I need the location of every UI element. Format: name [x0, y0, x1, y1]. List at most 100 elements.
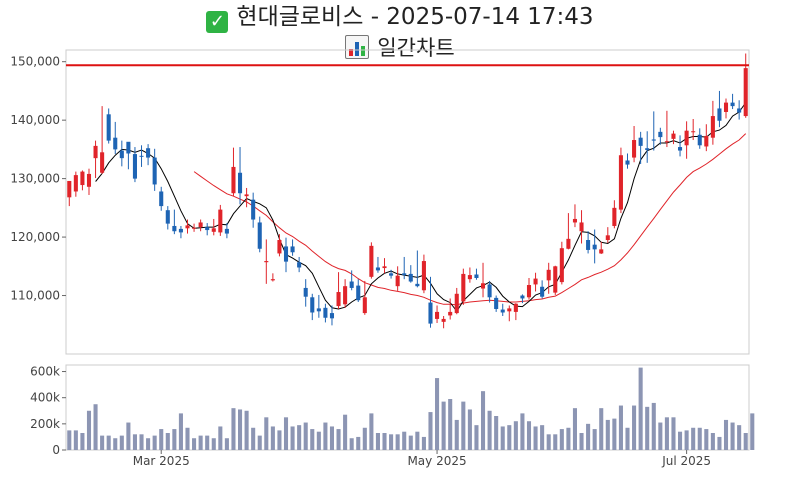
candle: [402, 256, 407, 280]
candle: [559, 241, 564, 285]
volume-bar: [487, 410, 492, 450]
candle: [211, 218, 216, 236]
volume-bar: [559, 429, 564, 450]
candle: [270, 273, 275, 282]
candle-body: [277, 240, 282, 254]
chart-subtitle-text: 일간차트: [377, 36, 455, 60]
candle-body: [244, 194, 249, 197]
volume-bar: [743, 433, 748, 450]
candle-body: [533, 278, 538, 285]
candle-body: [395, 275, 400, 287]
candle-body: [264, 261, 269, 263]
candle: [93, 140, 98, 179]
candle-body: [684, 130, 689, 146]
candle: [651, 111, 656, 151]
candle: [126, 141, 131, 170]
volume-bar: [343, 414, 348, 450]
price-y-tick-label: 110,000: [10, 289, 60, 303]
volume-bar: [612, 418, 617, 450]
candle-body: [507, 308, 512, 312]
volume-bar: [237, 409, 243, 450]
volume-bar: [192, 438, 197, 450]
candle-body: [579, 222, 584, 232]
volume-bar: [750, 413, 755, 450]
price-y-tick-label: 150,000: [10, 55, 60, 69]
candle-body: [540, 286, 545, 297]
candle: [100, 106, 105, 174]
volume-bar: [645, 406, 650, 450]
candle: [389, 269, 394, 279]
candle-body: [592, 244, 597, 250]
candle-body: [310, 297, 315, 313]
price-y-tick-label: 140,000: [10, 113, 60, 127]
volume-bar: [572, 408, 578, 450]
candle-body: [586, 240, 591, 250]
candle: [526, 278, 532, 300]
candle: [336, 272, 341, 309]
volume-bar: [336, 429, 341, 450]
candle-body: [526, 285, 532, 298]
candle-body: [723, 102, 729, 112]
volume-bar: [467, 409, 472, 450]
candle-body: [638, 137, 643, 146]
candle: [119, 140, 124, 167]
volume-bar: [375, 433, 380, 450]
volume-bar: [165, 433, 170, 450]
candle-body: [270, 279, 275, 281]
candle: [264, 239, 269, 284]
candle-body: [566, 238, 571, 249]
candle-body: [664, 141, 669, 143]
volume-bar: [316, 431, 321, 450]
x-tick-label: Mar 2025: [133, 454, 190, 468]
volume-bar: [362, 427, 367, 450]
candle-body: [678, 147, 683, 151]
candle-body: [349, 281, 354, 288]
candle: [553, 265, 558, 295]
volume-bar: [100, 435, 105, 450]
volume-y-tick-label: 200k: [30, 417, 60, 431]
candle: [599, 241, 604, 255]
volume-bar: [297, 425, 302, 450]
candle: [132, 147, 137, 183]
candle-body: [691, 131, 696, 133]
volume-bar: [86, 410, 92, 450]
candle: [494, 295, 499, 312]
volume-bar: [218, 426, 223, 450]
volume-bar: [684, 430, 689, 450]
volume-bar: [448, 399, 453, 450]
price-y-tick-label: 130,000: [10, 172, 60, 186]
candle-body: [303, 287, 308, 297]
price-y-tick-label: 120,000: [10, 230, 60, 244]
volume-bar: [691, 427, 696, 450]
candle-body: [231, 166, 236, 194]
candle-body: [421, 261, 426, 291]
candle-body: [106, 114, 111, 141]
candle-body: [283, 246, 289, 262]
volume-bar: [526, 421, 532, 450]
candle: [618, 147, 623, 214]
candle: [671, 130, 676, 145]
candle-body: [323, 307, 328, 318]
candle-body: [717, 108, 722, 121]
volume-bar: [428, 412, 433, 450]
volume-bar: [310, 429, 315, 450]
candle-body: [146, 148, 151, 158]
candle: [454, 287, 459, 315]
chart-title-text: 현대글로비스 - 2025-07-14 17:43: [236, 4, 594, 30]
candle-body: [113, 137, 118, 150]
volume-bar: [421, 436, 426, 450]
candle: [244, 187, 249, 208]
candle-body: [192, 227, 197, 229]
candle: [146, 144, 151, 166]
candle: [251, 192, 256, 228]
candle-body: [402, 273, 407, 276]
volume-bar: [500, 426, 505, 450]
volume-bar: [146, 438, 151, 450]
candle-body: [487, 284, 492, 298]
volume-bar: [638, 367, 643, 450]
candle: [73, 171, 78, 197]
candle: [507, 305, 512, 322]
volume-bar: [382, 433, 387, 450]
candle: [86, 168, 92, 195]
volume-bar: [277, 430, 282, 450]
